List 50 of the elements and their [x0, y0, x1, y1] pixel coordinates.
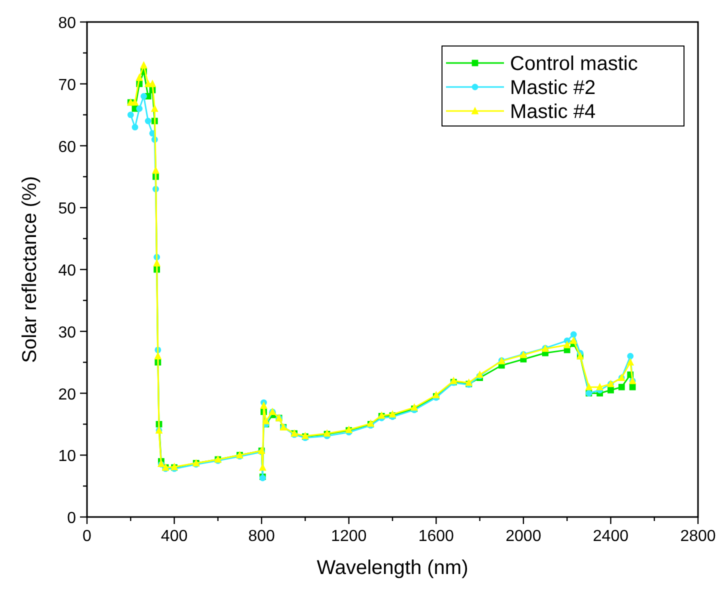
x-tick-label: 400 [160, 528, 188, 545]
point [432, 390, 440, 398]
x-tick-label: 1600 [418, 528, 454, 545]
point [258, 463, 266, 471]
point [627, 352, 634, 360]
point [132, 124, 138, 130]
point [148, 80, 156, 88]
point [585, 382, 593, 390]
point [153, 259, 161, 267]
point [410, 403, 418, 411]
point [618, 384, 625, 390]
point [152, 166, 160, 174]
y-tick-label: 0 [67, 510, 76, 527]
point [570, 336, 578, 344]
y-tick-label: 60 [58, 138, 76, 156]
point [131, 98, 139, 106]
point [136, 105, 143, 112]
y-tick-label: 30 [58, 324, 76, 342]
point [140, 93, 147, 100]
point [596, 382, 604, 390]
x-tick-label: 800 [248, 528, 276, 545]
point [144, 118, 152, 124]
y-tick-label: 50 [58, 200, 76, 218]
point [626, 358, 634, 366]
point [608, 386, 614, 394]
y-tick-label: 80 [58, 15, 76, 32]
point [570, 331, 577, 338]
x-tick-label: 1200 [331, 528, 367, 545]
point [262, 416, 270, 424]
x-tick-label: 0 [82, 528, 92, 545]
y-tick-label: 20 [58, 386, 76, 404]
x-axis-title: Wavelength (nm) [316, 557, 468, 579]
legend-label: Mastic #2 [510, 77, 596, 99]
legend-label: Mastic #4 [510, 101, 596, 123]
point [629, 384, 636, 390]
x-tick-label: 2400 [592, 528, 629, 545]
point [127, 112, 134, 118]
point [260, 401, 268, 409]
point [136, 73, 144, 81]
point [140, 61, 148, 69]
point [150, 104, 158, 112]
x-tick-label: 2800 [680, 528, 716, 545]
y-axis-title: Solar reflectance (%) [19, 176, 41, 363]
y-tick-label: 70 [58, 76, 76, 94]
point [563, 340, 571, 348]
y-tick-label: 40 [58, 262, 76, 280]
legend-label: Control mastic [510, 53, 638, 75]
x-tick-label: 2000 [506, 528, 542, 545]
point [476, 370, 484, 378]
y-tick-label: 10 [58, 448, 76, 466]
